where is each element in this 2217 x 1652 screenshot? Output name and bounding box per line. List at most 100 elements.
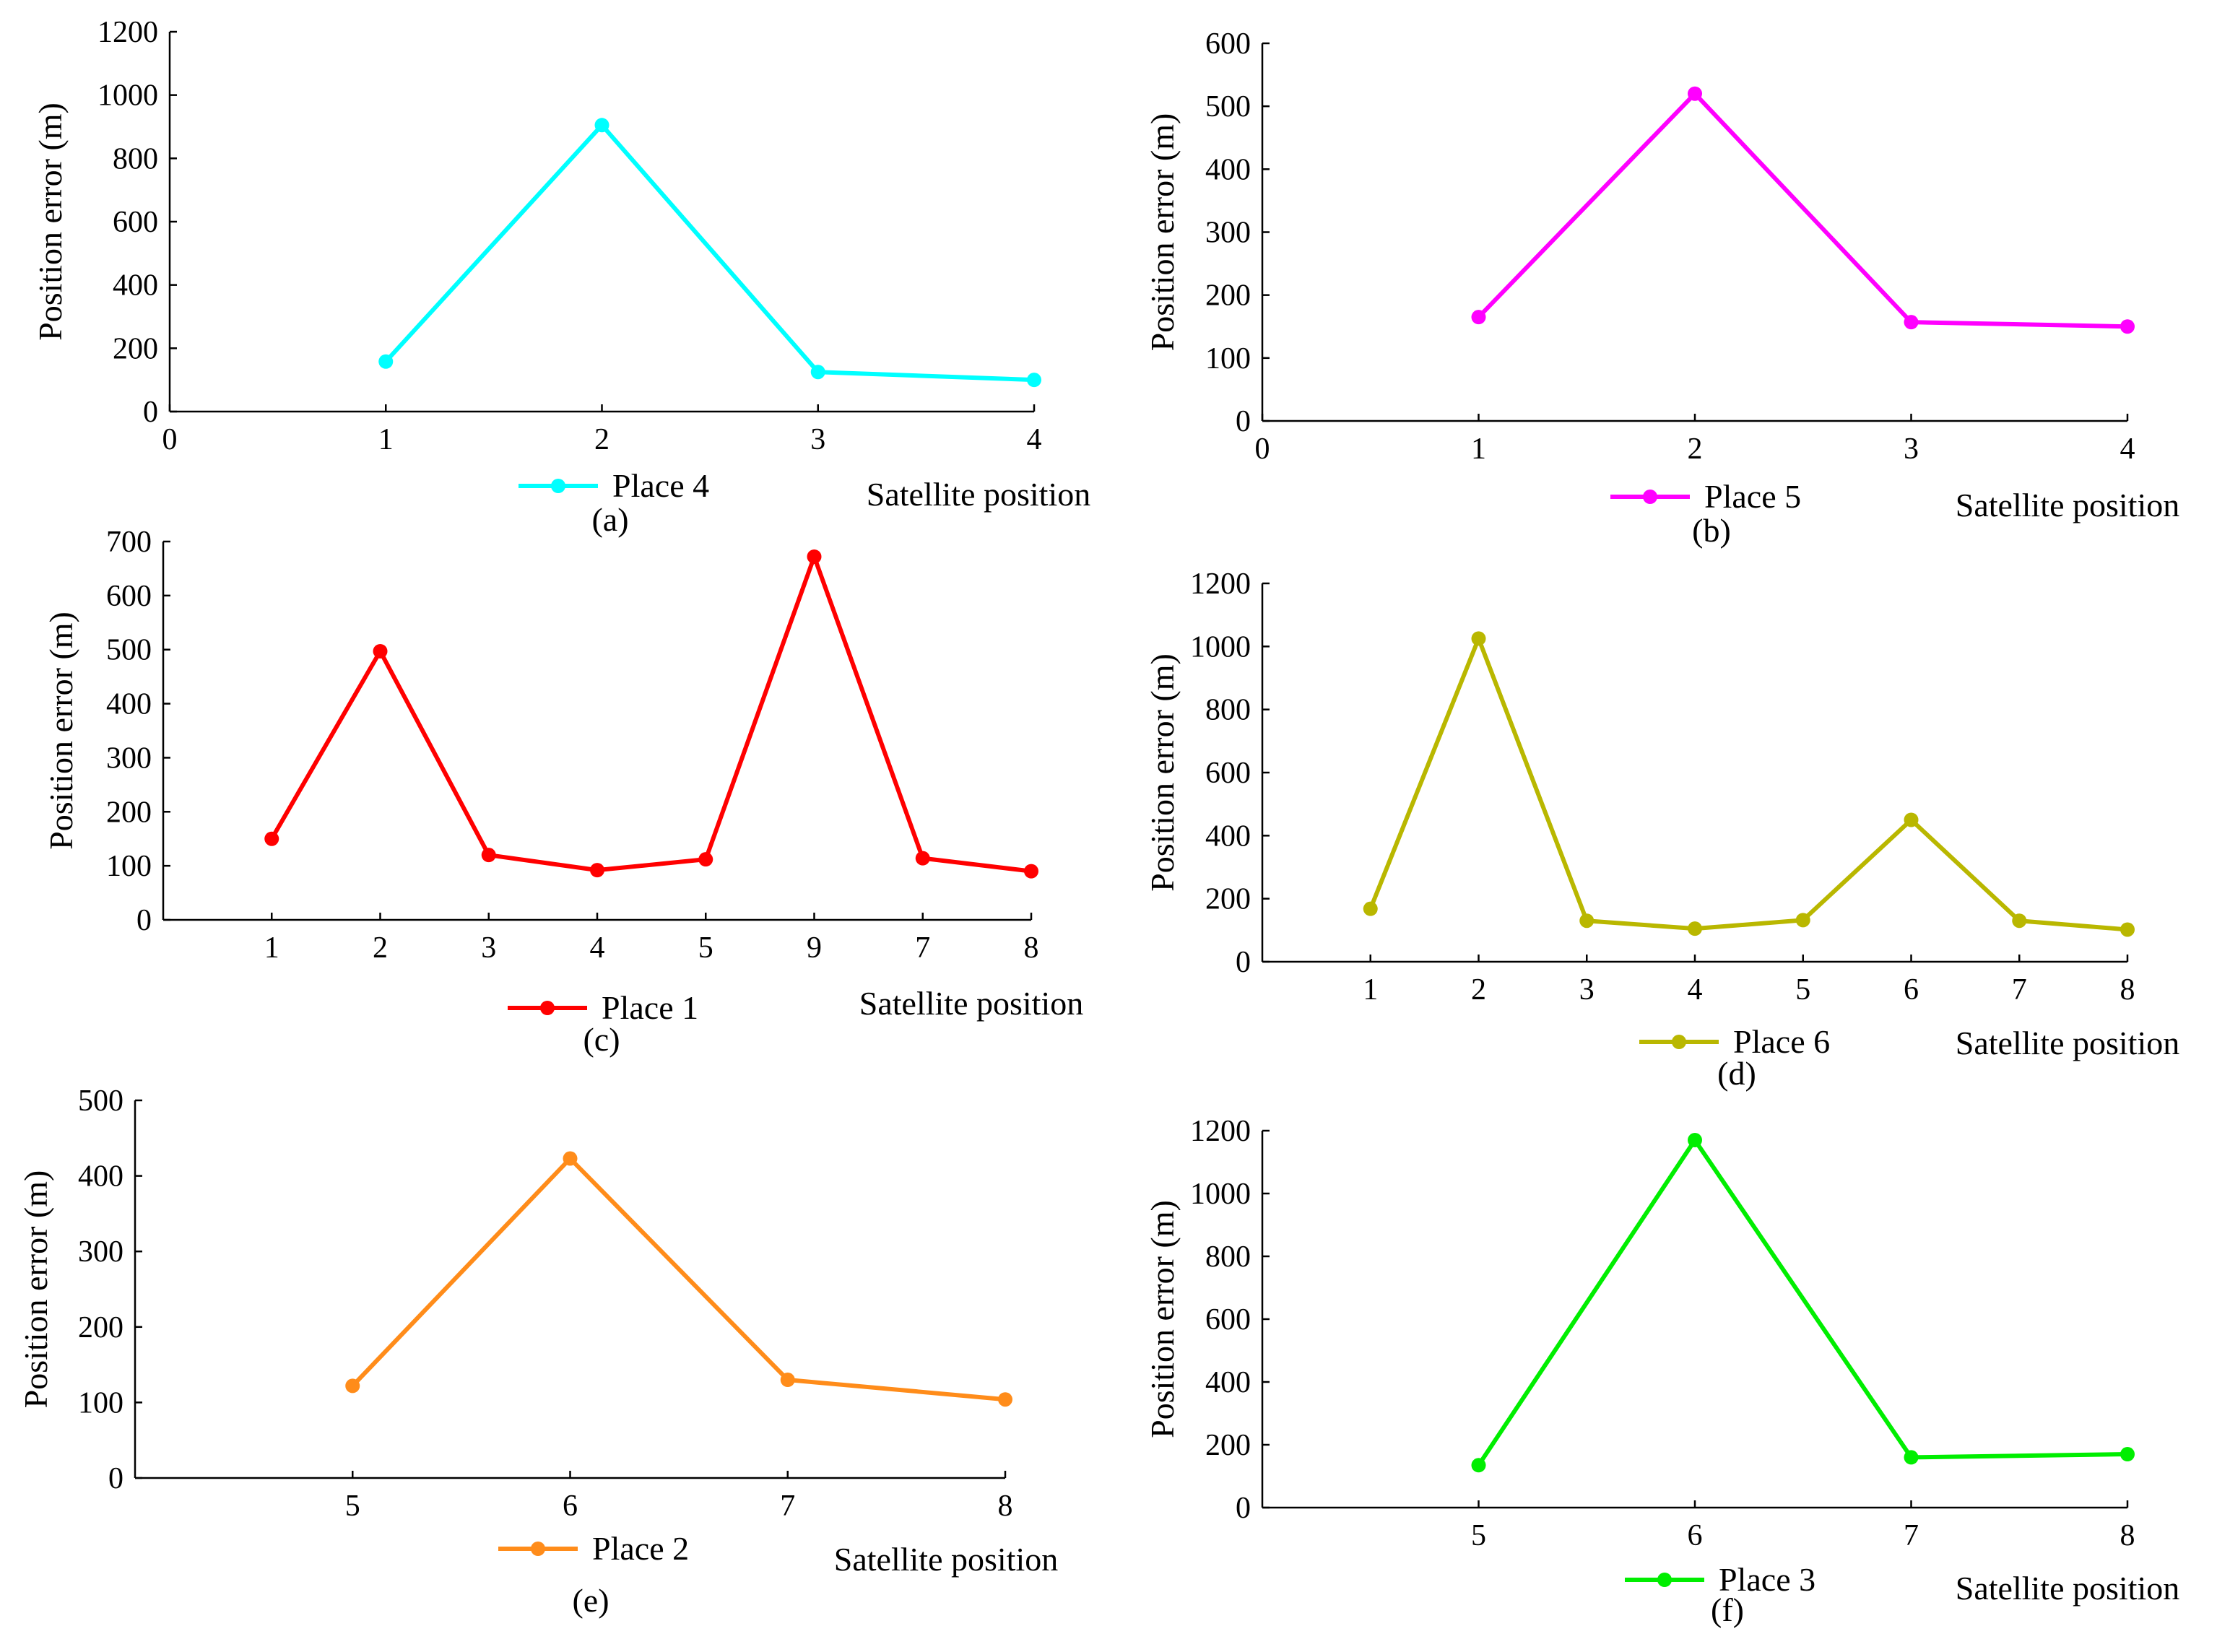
y-tick-label: 1000 bbox=[1190, 1178, 1251, 1211]
y-tick-label: 0 bbox=[108, 1462, 123, 1495]
y-tick-label: 300 bbox=[78, 1235, 123, 1269]
panel-label: (d) bbox=[1717, 1055, 1756, 1092]
y-tick-label: 400 bbox=[1205, 153, 1251, 186]
legend-marker bbox=[551, 479, 565, 493]
x-tick-label: 5 bbox=[698, 931, 713, 965]
data-point bbox=[1688, 921, 1702, 936]
series-line bbox=[1477, 1138, 2128, 1466]
data-point bbox=[563, 1151, 578, 1166]
y-tick-label: 100 bbox=[1205, 342, 1251, 375]
y-axis-title: Position error (m) bbox=[43, 612, 79, 850]
data-point bbox=[1471, 1458, 1486, 1473]
y-tick-label: 400 bbox=[1205, 820, 1251, 853]
y-tick-label: 500 bbox=[106, 634, 152, 667]
y-axis-title: Position error (m) bbox=[1144, 1200, 1181, 1438]
y-tick-label: 400 bbox=[1205, 1366, 1251, 1399]
data-point bbox=[1579, 913, 1595, 929]
x-tick-label: 6 bbox=[1688, 1519, 1703, 1552]
data-point bbox=[2120, 319, 2135, 334]
x-tick-label: 7 bbox=[2012, 973, 2027, 1007]
panel-label: (f) bbox=[1711, 1591, 1744, 1628]
x-tick-label: 5 bbox=[345, 1490, 360, 1523]
data-point bbox=[915, 851, 930, 866]
data-point bbox=[1795, 913, 1810, 928]
y-axis-title: Position error (m) bbox=[17, 1170, 54, 1409]
legend-marker bbox=[1672, 1035, 1686, 1049]
x-tick-label: 6 bbox=[563, 1490, 578, 1523]
x-tick-label: 4 bbox=[2120, 432, 2135, 466]
y-tick-label: 200 bbox=[1205, 883, 1251, 916]
chart-panel-1: 0 200 400 600 800 1000 1200 0 1 2 3 4 Position error… bbox=[32, 16, 1090, 538]
data-point bbox=[1363, 901, 1378, 916]
y-tick-label: 700 bbox=[106, 526, 152, 559]
legend-label: Place 4 bbox=[612, 467, 709, 504]
chart-panel-2: 0 100 200 300 400 500 600 0 1 2 3 4 Position error (… bbox=[1144, 27, 2179, 549]
y-tick-label: 200 bbox=[1205, 1429, 1251, 1462]
y-tick-label: 300 bbox=[1205, 217, 1251, 250]
series-line bbox=[351, 1156, 1006, 1402]
x-tick-label: 1 bbox=[264, 931, 279, 965]
x-axis-title: Satellite position bbox=[1956, 487, 2179, 523]
y-tick-label: 500 bbox=[78, 1084, 123, 1118]
y-tick-label: 800 bbox=[113, 142, 158, 175]
data-point bbox=[1904, 315, 1919, 330]
data-point bbox=[698, 852, 713, 867]
y-tick-label: 600 bbox=[1205, 757, 1251, 790]
x-tick-label: 4 bbox=[1688, 973, 1703, 1007]
y-tick-label: 0 bbox=[143, 396, 158, 429]
x-tick-label: 8 bbox=[2120, 973, 2135, 1007]
chart-panel-5: 0 100 200 300 400 500 5 6 7 8 Position error (m) Sa… bbox=[17, 1084, 1058, 1619]
panel-label: (c) bbox=[583, 1021, 620, 1058]
x-tick-label: 2 bbox=[1471, 973, 1486, 1007]
y-tick-label: 600 bbox=[1205, 1303, 1251, 1336]
y-tick-label: 200 bbox=[113, 332, 158, 365]
data-point bbox=[1688, 86, 1702, 101]
y-axis-title: Position error (m) bbox=[32, 103, 69, 341]
x-tick-label: 7 bbox=[780, 1490, 795, 1523]
legend-marker bbox=[1643, 490, 1657, 504]
x-tick-label: 2 bbox=[594, 423, 609, 456]
x-tick-label: 5 bbox=[1795, 973, 1810, 1007]
y-tick-label: 0 bbox=[136, 904, 152, 937]
y-tick-label: 0 bbox=[1236, 405, 1251, 438]
x-tick-label: 0 bbox=[162, 423, 178, 456]
legend: Place 4 bbox=[519, 467, 709, 504]
series-line bbox=[1368, 636, 2128, 932]
y-tick-label: 400 bbox=[106, 688, 152, 721]
x-tick-label: 3 bbox=[810, 423, 825, 456]
x-tick-label: 0 bbox=[1255, 432, 1270, 466]
x-tick-label: 7 bbox=[915, 931, 930, 965]
data-point bbox=[998, 1392, 1012, 1407]
series-line bbox=[1477, 91, 2128, 329]
data-point bbox=[373, 643, 388, 658]
y-tick-label: 300 bbox=[106, 742, 152, 775]
y-tick-label: 200 bbox=[1205, 279, 1251, 313]
x-tick-label: 3 bbox=[481, 931, 496, 965]
y-axis-title: Position error (m) bbox=[1144, 653, 1181, 892]
legend-marker bbox=[540, 1001, 555, 1015]
x-tick-label: 2 bbox=[1688, 432, 1703, 466]
chart-panel-6: 0 200 400 600 800 1000 1200 5 6 7 8 Position error … bbox=[1144, 1115, 2179, 1628]
chart-panel-3: 0 100 200 300 400 500 600 700 1 2 3 4 5 9 7 8 Position e… bbox=[43, 526, 1083, 1058]
data-point bbox=[1904, 1450, 1919, 1465]
data-point bbox=[1688, 1133, 1702, 1148]
panel-label: (e) bbox=[572, 1582, 609, 1619]
legend-marker bbox=[531, 1542, 545, 1556]
x-tick-label: 9 bbox=[807, 931, 822, 965]
x-tick-label: 8 bbox=[2120, 1519, 2135, 1552]
y-tick-label: 600 bbox=[1205, 27, 1251, 61]
y-tick-label: 1200 bbox=[1190, 568, 1251, 601]
x-tick-label: 4 bbox=[590, 931, 605, 965]
legend-marker bbox=[1657, 1573, 1672, 1587]
y-tick-label: 0 bbox=[1236, 1492, 1251, 1525]
series-line bbox=[384, 123, 1035, 383]
legend-label: Place 5 bbox=[1704, 478, 1801, 515]
x-axis-title: Satellite position bbox=[1956, 1570, 2179, 1607]
x-tick-label: 1 bbox=[1363, 973, 1378, 1007]
x-tick-label: 6 bbox=[1904, 973, 1919, 1007]
panel-label: (a) bbox=[591, 501, 628, 538]
x-axis-title: Satellite position bbox=[834, 1541, 1058, 1578]
legend: Place 1 bbox=[508, 989, 698, 1026]
y-tick-label: 200 bbox=[106, 796, 152, 829]
